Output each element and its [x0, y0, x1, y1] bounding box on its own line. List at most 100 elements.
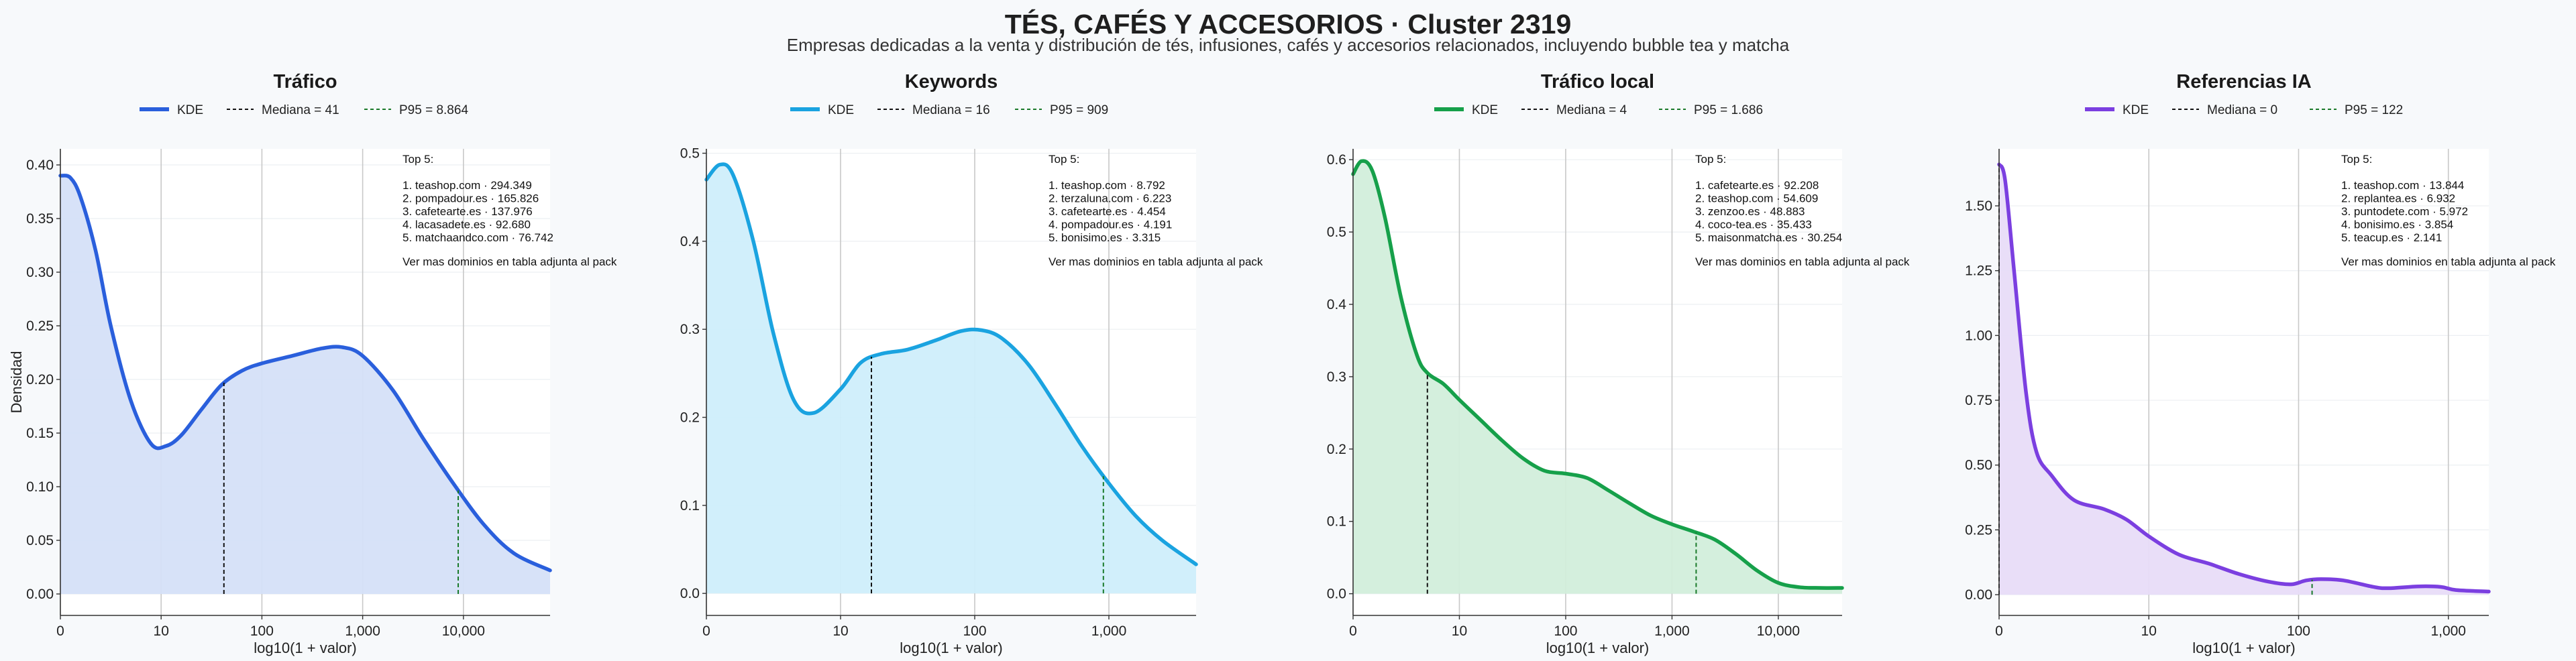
x-tick-label: 0: [56, 623, 64, 639]
y-tick-label: 0.5: [680, 146, 700, 162]
y-tick-label: 0.75: [1965, 393, 1992, 408]
top5-item: 3. puntodete.com · 5.972: [2341, 205, 2468, 218]
legend-median-label: Mediana = 4: [1556, 103, 1627, 117]
panel-title: Referencias IA: [2176, 71, 2312, 93]
kde-area: [1353, 161, 1842, 594]
top5-footer: Ver mas dominios en tabla adjunta al pac…: [1695, 255, 1910, 268]
legend-kde-label: KDE: [2123, 103, 2149, 117]
kde-area: [1999, 164, 2489, 595]
x-tick-label: 0: [1349, 623, 1357, 639]
x-tick-label: 1,000: [2430, 623, 2466, 639]
top5-item: 1. teashop.com · 294.349: [402, 179, 532, 192]
top5-item: 4. coco-tea.es · 35.433: [1695, 219, 1812, 231]
x-tick-label: 10: [154, 623, 169, 639]
top5-footer: Ver mas dominios en tabla adjunta al pac…: [2341, 255, 2556, 268]
y-tick-label: 1.25: [1965, 263, 1992, 279]
kde-line: [58, 174, 552, 573]
x-tick-label: 0: [1995, 623, 2003, 639]
x-tick-label: 100: [1554, 623, 1577, 639]
y-tick-label: 0.40: [26, 158, 54, 173]
legend-kde-label: KDE: [828, 103, 854, 117]
top5-item: 4. bonisimo.es · 3.854: [2341, 219, 2453, 231]
legend-p95-label: P95 = 909: [1050, 103, 1108, 117]
x-tick-label: 100: [250, 623, 274, 639]
x-tick-label: 100: [963, 623, 986, 639]
y-tick-label: 0.00: [26, 587, 54, 602]
y-tick-label: 0.1: [1327, 514, 1346, 530]
x-tick-label: 10,000: [442, 623, 485, 639]
top5-heading: Top 5:: [1049, 153, 1079, 166]
x-axis-label: log10(1 + valor): [900, 640, 1002, 656]
top5-item: 3. zenzoo.es · 48.883: [1695, 205, 1805, 218]
top5-item: 1. teashop.com · 13.844: [2341, 179, 2464, 192]
legend-p95-label: P95 = 8.864: [399, 103, 468, 117]
panel-1: 0.00 0.05 0.10 0.15 0.20 0.25 0.30 0.35 0.40 0 10 1…: [8, 71, 617, 656]
top5-item: 2. terzaluna.com · 6.223: [1049, 192, 1171, 205]
legend-median-label: Mediana = 0: [2207, 103, 2277, 117]
x-tick-label: 1,000: [1654, 623, 1690, 639]
x-tick-label: 1,000: [345, 623, 380, 639]
x-tick-label: 100: [2287, 623, 2310, 639]
y-tick-label: 0.2: [680, 410, 700, 426]
x-axis-label: log10(1 + valor): [2192, 640, 2295, 656]
legend-p95-label: P95 = 1.686: [1694, 103, 1763, 117]
x-axis-label: log10(1 + valor): [1546, 640, 1649, 656]
legend: KDE Mediana = 16 P95 = 909: [790, 103, 1108, 117]
kde-line: [1997, 162, 2491, 594]
y-tick-label: 0.20: [26, 372, 54, 387]
top5-item: 2. pompadour.es · 165.826: [402, 192, 539, 205]
top5-item: 5. matchaandco.com · 76.742: [402, 231, 553, 244]
top5-heading: Top 5:: [1695, 153, 1726, 166]
top5-item: 1. teashop.com · 8.792: [1049, 179, 1165, 192]
x-tick-label: 1,000: [1091, 623, 1127, 639]
legend-median-label: Mediana = 41: [262, 103, 339, 117]
top5-footer: Ver mas dominios en tabla adjunta al pac…: [402, 255, 617, 268]
panel-3: 0.0 0.1 0.2 0.3 0.4 0.5 0.6 0 10 100 1,000 10,000 lo…: [1327, 71, 1910, 656]
y-tick-label: 0.25: [1965, 522, 1992, 538]
x-tick-label: 10: [2141, 623, 2157, 639]
panels: 0.000.050.100.150.200.250.300.350.400 10 1…: [8, 71, 2556, 656]
top5-item: 4. lacasadete.es · 92.680: [402, 219, 531, 231]
y-tick-label: 0.3: [1327, 369, 1346, 385]
x-tick-label: 10,000: [1757, 623, 1800, 639]
legend: KDE Mediana = 41 P95 = 8.864: [140, 103, 468, 117]
y-tick-label: 0.00: [1965, 587, 1992, 603]
y-tick-label: 0.0: [680, 586, 700, 601]
figure-subtitle: Empresas dedicadas a la venta y distribu…: [787, 35, 1790, 55]
y-tick-label: 0.25: [26, 318, 54, 334]
y-tick-label: 0.1: [680, 498, 700, 514]
top5-item: 2. replantea.es · 6.932: [2341, 192, 2455, 205]
top5-item: 5. maisonmatcha.es · 30.254: [1695, 231, 1842, 244]
y-tick-label: 0.30: [26, 265, 54, 280]
panel-title: Keywords: [905, 71, 998, 93]
y-tick-label: 1.50: [1965, 198, 1992, 214]
y-tick-label: 1.00: [1965, 328, 1992, 343]
figure-title: TÉS, CAFÉS Y ACCESORIOS · Cluster 2319: [1005, 9, 1572, 40]
x-tick-label: 10: [1452, 623, 1467, 639]
y-tick-label: 0.4: [680, 234, 700, 249]
x-tick-label: 0: [702, 623, 710, 639]
top5-item: 1. cafetearte.es · 92.208: [1695, 179, 1819, 192]
top5-item: 4. pompadour.es · 4.191: [1049, 219, 1172, 231]
y-tick-label: 0.05: [26, 533, 54, 548]
legend: KDE Mediana = 4 P95 = 1.686: [1434, 103, 1763, 117]
top5-footer: Ver mas dominios en tabla adjunta al pac…: [1049, 255, 1263, 268]
legend-p95-label: P95 = 122: [2345, 103, 2403, 117]
y-tick-label: 0.35: [26, 211, 54, 227]
top5-heading: Top 5:: [2341, 153, 2372, 166]
top5-item: 2. teashop.com · 54.609: [1695, 192, 1818, 205]
kde-area: [706, 164, 1196, 594]
top5-item: 3. cafetearte.es · 137.976: [402, 205, 533, 218]
top5-heading: Top 5:: [402, 153, 433, 166]
x-axis-label: log10(1 + valor): [254, 640, 356, 656]
x-tick-label: 10: [833, 623, 848, 639]
y-tick-label: 0.5: [1327, 225, 1346, 240]
y-tick-label: 0.50: [1965, 458, 1992, 473]
y-tick-label: 0.2: [1327, 442, 1346, 457]
kde-line: [704, 162, 1198, 566]
